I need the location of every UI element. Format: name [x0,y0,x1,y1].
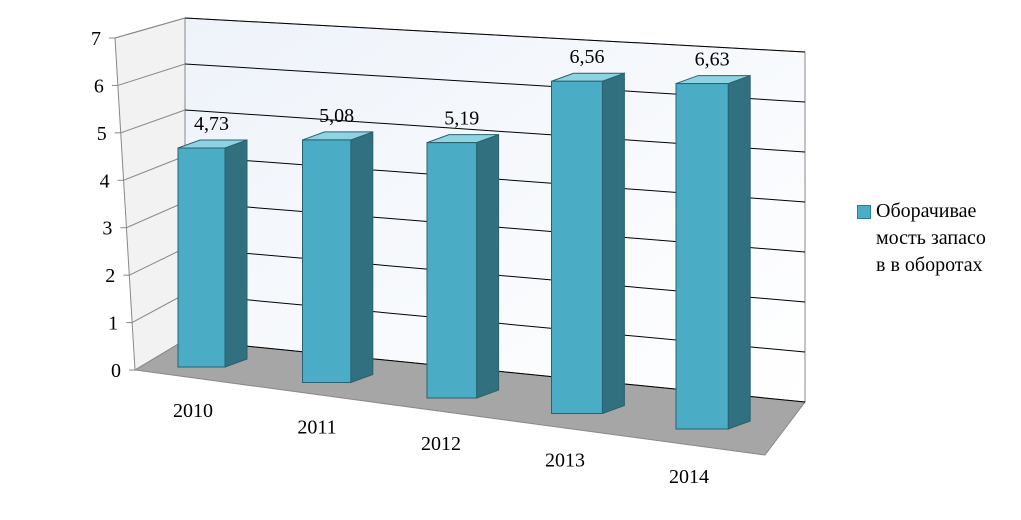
x-tick-label: 2010 [173,400,213,422]
legend-label: Оборачиваемость запасов в оборотах [876,200,986,276]
bar [177,147,226,368]
value-label: 6,63 [695,49,730,71]
value-label: 6,56 [569,46,604,68]
y-tick-label: 4 [100,170,110,192]
x-tick-label: 2012 [421,433,461,455]
legend-swatch [857,205,871,219]
grid-line [184,17,806,53]
grid-line [117,63,186,86]
grid-line [131,293,186,324]
y-tick-label: 0 [111,360,121,382]
grid-line [123,155,186,181]
bar-side [350,131,374,384]
value-label: 5,08 [319,105,354,127]
y-tick-label: 5 [97,123,107,145]
y-tick-label: 7 [91,28,101,50]
y-tick-label: 6 [94,75,104,97]
bar-side [476,133,500,399]
grid-line [114,17,186,39]
x-tick-label: 2013 [545,450,585,472]
bar-side [224,139,248,368]
value-label: 5,19 [444,108,479,130]
bar-side [601,72,625,415]
y-tick-label: 1 [108,313,118,335]
bar-side [727,74,751,430]
grid-line [120,109,186,134]
bar [426,142,478,399]
x-tick-label: 2011 [297,417,336,439]
value-label: 4,73 [194,113,229,135]
y-tick-label: 3 [102,218,112,240]
bar [675,83,729,430]
x-tick-label: 2014 [669,466,709,488]
bar [551,80,603,415]
bar [302,139,352,383]
y-tick-label: 2 [105,265,115,287]
grid-line [134,339,186,371]
grid-line [126,201,186,229]
grid-line [129,247,186,276]
side-wall [114,17,186,371]
